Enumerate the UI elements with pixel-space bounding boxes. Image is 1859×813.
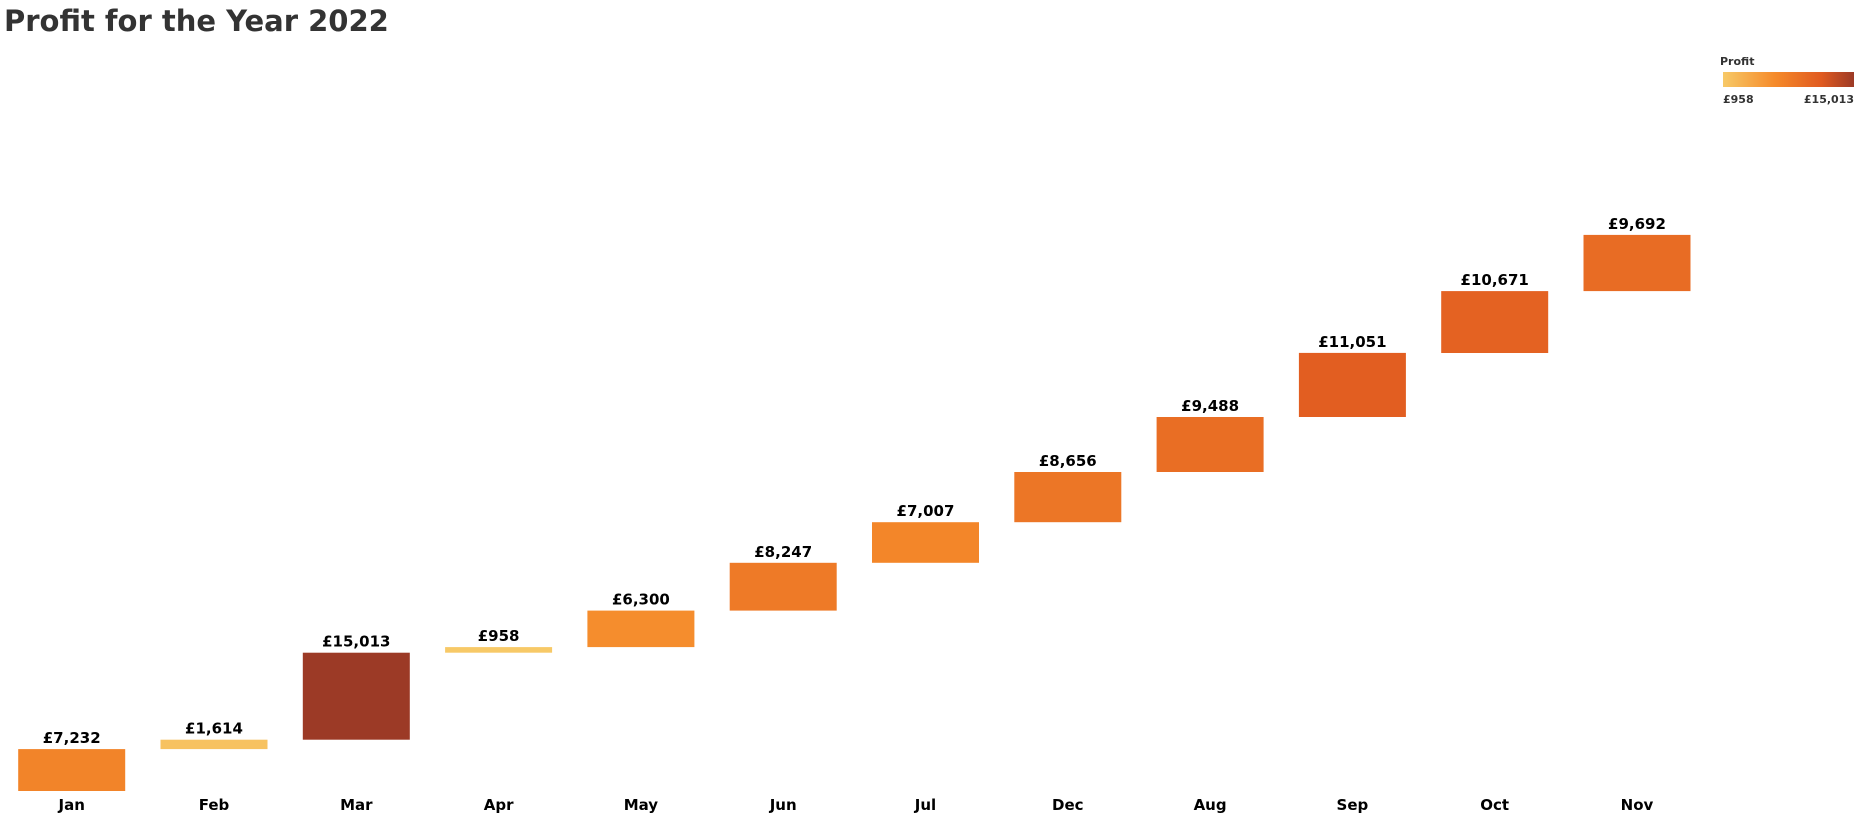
value-label-dec: £8,656 bbox=[1039, 452, 1097, 470]
bar-sep bbox=[1298, 352, 1406, 417]
value-labels-layer: £7,232 £1,614 £15,013 £958 £6,300 £8,247 £7,00… bbox=[43, 215, 1666, 747]
legend-gradient-bar bbox=[1723, 72, 1854, 87]
value-label-jun: £8,247 bbox=[754, 543, 812, 561]
bar-may bbox=[587, 610, 695, 648]
value-label-oct: £10,671 bbox=[1461, 271, 1529, 289]
x-tick-aug: Aug bbox=[1194, 796, 1227, 813]
bar-apr bbox=[445, 647, 553, 653]
value-label-mar: £15,013 bbox=[322, 633, 390, 651]
x-tick-dec: Dec bbox=[1052, 796, 1084, 813]
value-label-apr: £958 bbox=[478, 627, 520, 645]
bar-aug bbox=[1156, 417, 1264, 472]
x-tick-apr: Apr bbox=[484, 796, 514, 813]
x-tick-mar: Mar bbox=[340, 796, 373, 813]
value-label-feb: £1,614 bbox=[185, 720, 243, 738]
bar-oct bbox=[1441, 291, 1549, 353]
value-label-jul: £7,007 bbox=[897, 502, 955, 520]
chart-title: Profit for the Year 2022 bbox=[4, 4, 389, 38]
bar-dec bbox=[1014, 472, 1122, 523]
value-label-jan: £7,232 bbox=[43, 729, 101, 747]
color-legend: Profit £958 £15,013 bbox=[1720, 55, 1854, 106]
x-tick-feb: Feb bbox=[199, 796, 230, 813]
x-tick-sep: Sep bbox=[1337, 796, 1369, 813]
value-label-may: £6,300 bbox=[612, 591, 670, 609]
bar-mar bbox=[302, 652, 410, 740]
bar-feb bbox=[160, 739, 268, 750]
bar-nov bbox=[1583, 234, 1691, 292]
x-tick-jan: Jan bbox=[58, 796, 85, 813]
value-label-sep: £11,051 bbox=[1318, 333, 1386, 351]
legend-title: Profit bbox=[1720, 55, 1754, 68]
legend-max-label: £15,013 bbox=[1804, 93, 1854, 106]
x-tick-jun: Jun bbox=[769, 796, 797, 813]
value-label-nov: £9,692 bbox=[1608, 215, 1666, 233]
x-tick-jul: Jul bbox=[914, 796, 936, 813]
legend-min-label: £958 bbox=[1723, 93, 1754, 106]
x-tick-oct: Oct bbox=[1480, 796, 1509, 813]
x-tick-may: May bbox=[624, 796, 659, 813]
x-axis-ticks: Jan Feb Mar Apr May Jun Jul Dec Aug Sep Oct Nov bbox=[58, 796, 1654, 813]
bar-jan bbox=[18, 749, 126, 791]
bar-jul bbox=[872, 522, 979, 563]
bar-jun bbox=[729, 562, 837, 611]
bars-layer bbox=[18, 234, 1691, 791]
x-tick-nov: Nov bbox=[1621, 796, 1654, 813]
value-label-aug: £9,488 bbox=[1181, 397, 1239, 415]
